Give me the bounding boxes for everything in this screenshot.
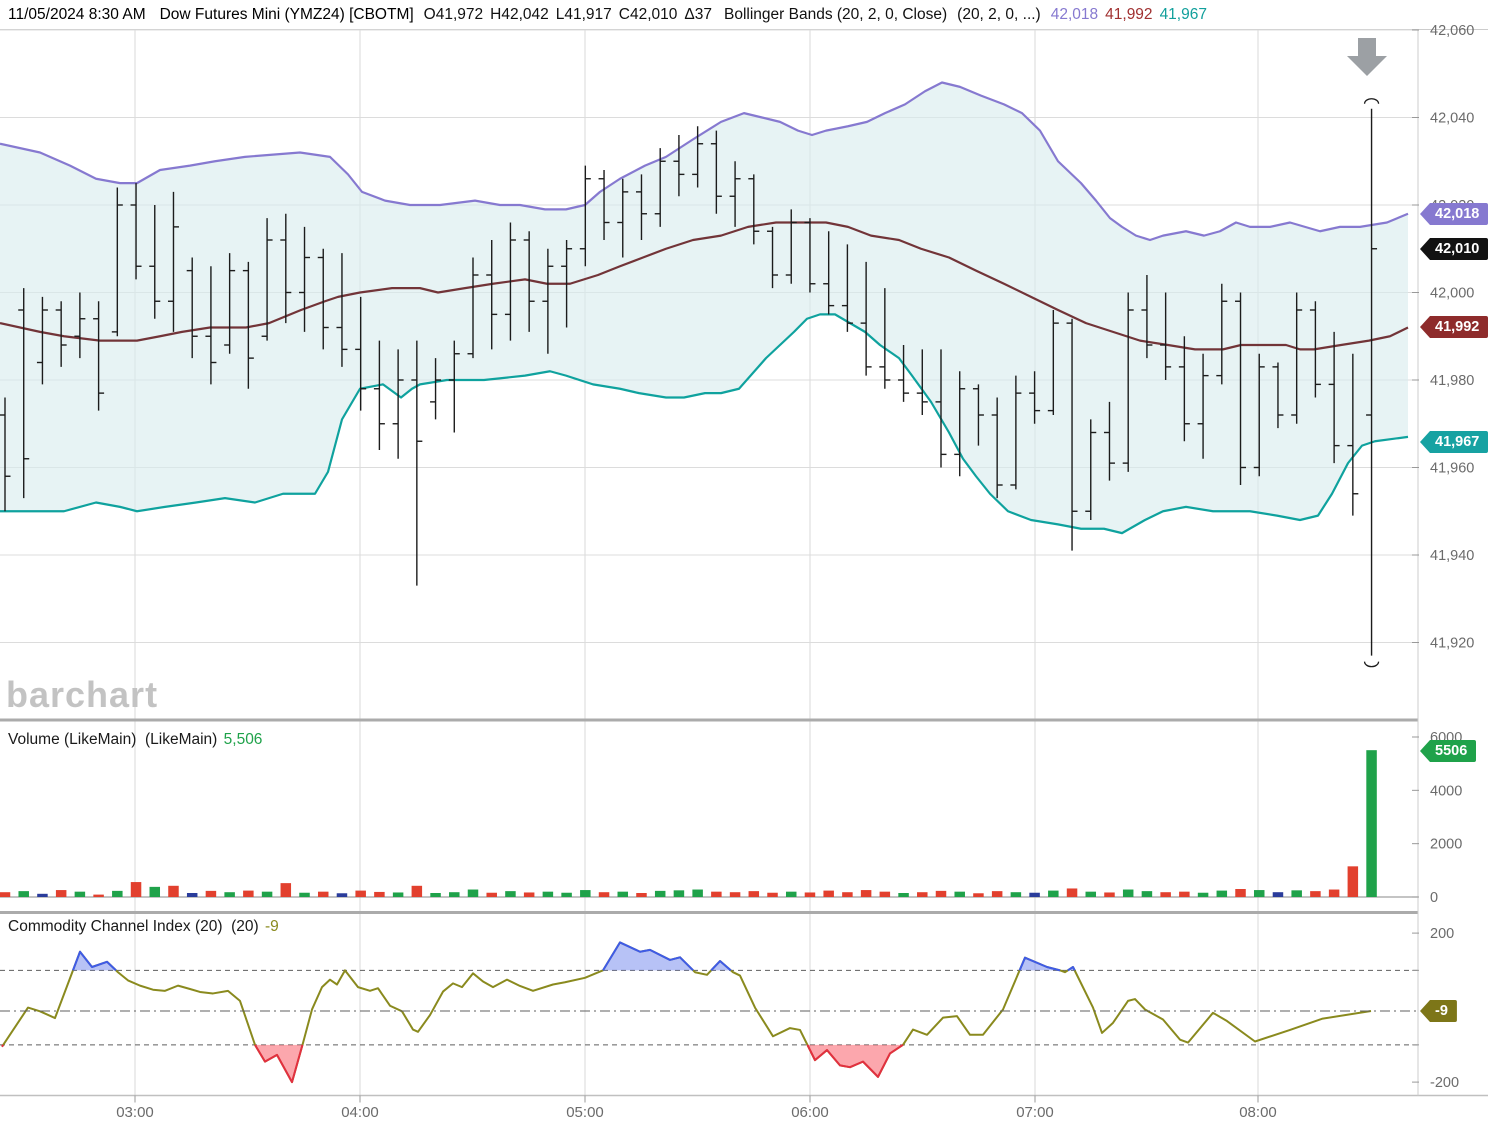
svg-text:42,000: 42,000: [1430, 286, 1474, 302]
svg-text:06:00: 06:00: [791, 1104, 829, 1121]
scroll-down-arrow: [1347, 38, 1387, 76]
svg-text:200: 200: [1430, 926, 1454, 942]
panel-dividers: [0, 30, 1488, 1097]
header-part-7: Bollinger Bands (20, 2, 0, Close): [724, 5, 948, 23]
current-bar-markers: [1363, 98, 1380, 668]
svg-text:05:00: 05:00: [566, 1104, 604, 1121]
svg-text:41,940: 41,940: [1430, 548, 1474, 564]
header-part-6: Δ37: [684, 5, 712, 23]
axis-value-badge-41967: 41,967: [1420, 431, 1488, 453]
volume-bars: [0, 750, 1418, 898]
svg-text:-200: -200: [1430, 1075, 1459, 1091]
header-part-3: H42,042: [490, 5, 549, 23]
svg-text:08:00: 08:00: [1239, 1104, 1277, 1121]
svg-text:41,920: 41,920: [1430, 636, 1474, 652]
axis-value-badge-42018: 42,018: [1420, 203, 1488, 225]
svg-text:4000: 4000: [1430, 783, 1462, 799]
header-part-4: L41,917: [555, 5, 612, 23]
svg-text:0: 0: [1430, 890, 1438, 906]
svg-text:42,060: 42,060: [1430, 23, 1474, 39]
header-part-8: (20, 2, 0, ...): [957, 5, 1041, 23]
volume-title-part-1: 5,506: [223, 731, 263, 748]
svg-text:41,960: 41,960: [1430, 461, 1474, 477]
header-part-0: 11/05/2024 8:30 AM: [8, 5, 146, 23]
svg-text:41,980: 41,980: [1430, 373, 1474, 389]
volume-panel-title: Volume (LikeMain) (LikeMain) 5,506: [8, 731, 262, 749]
axis-value-badge--9: -9: [1420, 1000, 1457, 1022]
header-part-11: 41,967: [1159, 5, 1207, 23]
header-part-5: C42,010: [618, 5, 678, 23]
cci-title-part-1: -9: [265, 918, 279, 935]
svg-text:04:00: 04:00: [341, 1104, 379, 1121]
cci-panel-title: Commodity Channel Index (20) (20) -9: [8, 918, 279, 936]
svg-text:07:00: 07:00: [1016, 1104, 1054, 1121]
header-part-10: 41,992: [1105, 5, 1153, 23]
svg-text:2000: 2000: [1430, 837, 1462, 853]
barchart-watermark-logo: barchart: [6, 674, 159, 715]
axis-value-badge-5506: 5506: [1420, 740, 1477, 762]
time-axis[interactable]: 03:00 04:00 05:00 06:00 07:00 08:00: [116, 1095, 1277, 1122]
price-axis[interactable]: 42,06042,04042,02042,00041,98041,96041,9…: [1412, 23, 1474, 1091]
bollinger-bands: [0, 81, 1409, 535]
header-part-9: 42,018: [1050, 5, 1099, 23]
cci-plot: [0, 941, 1418, 1084]
axis-value-badge-41992: 41,992: [1420, 316, 1488, 338]
cci-title-part-0: Commodity Channel Index (20) (20): [8, 918, 264, 935]
svg-text:42,040: 42,040: [1430, 111, 1474, 127]
chart-header: 11/05/2024 8:30 AM Dow Futures Mini (YMZ2…: [0, 0, 1488, 30]
axis-value-badge-42010: 42,010: [1420, 238, 1488, 260]
svg-text:03:00: 03:00: [116, 1104, 154, 1121]
volume-title-part-0: Volume (LikeMain) (LikeMain): [8, 731, 222, 748]
header-part-1: Dow Futures Mini (YMZ24) [CBOTM]: [159, 5, 414, 23]
header-part-2: O41,972: [423, 5, 484, 23]
price-bars: [0, 108, 1378, 656]
